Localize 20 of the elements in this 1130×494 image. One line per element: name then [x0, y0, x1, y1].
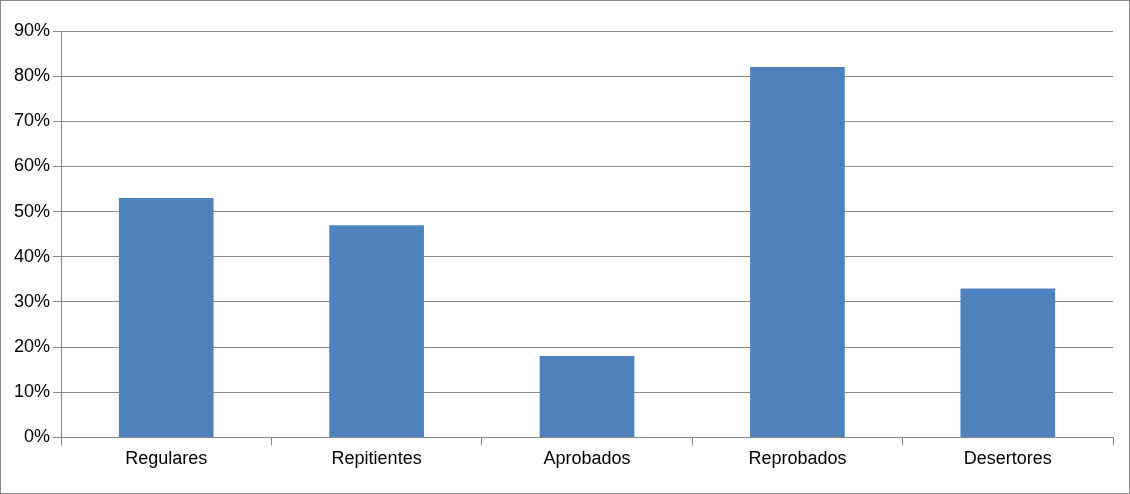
y-tick-label: 0%: [24, 426, 51, 447]
y-tick-label: 90%: [14, 19, 51, 40]
y-tick-label: 10%: [14, 381, 51, 402]
y-tick-label: 70%: [14, 110, 51, 131]
y-tick-label: 30%: [14, 290, 51, 311]
x-tick-label: Regulares: [125, 448, 208, 469]
bar: [960, 288, 1056, 437]
y-tick-label: 80%: [14, 65, 51, 86]
x-tick-label: Desertores: [963, 448, 1052, 469]
y-tick-label: 60%: [14, 155, 51, 176]
y-tick-label: 50%: [14, 200, 51, 221]
bar: [118, 198, 214, 437]
y-tick-label: 40%: [14, 245, 51, 266]
bar: [539, 356, 635, 437]
bar: [750, 67, 845, 437]
x-tick-label: Reprobados: [748, 448, 847, 469]
y-tick-label: 20%: [14, 336, 51, 357]
x-tick-label: Aprobados: [543, 448, 631, 469]
bar: [329, 225, 424, 437]
x-tick-label: Repitientes: [331, 448, 422, 469]
